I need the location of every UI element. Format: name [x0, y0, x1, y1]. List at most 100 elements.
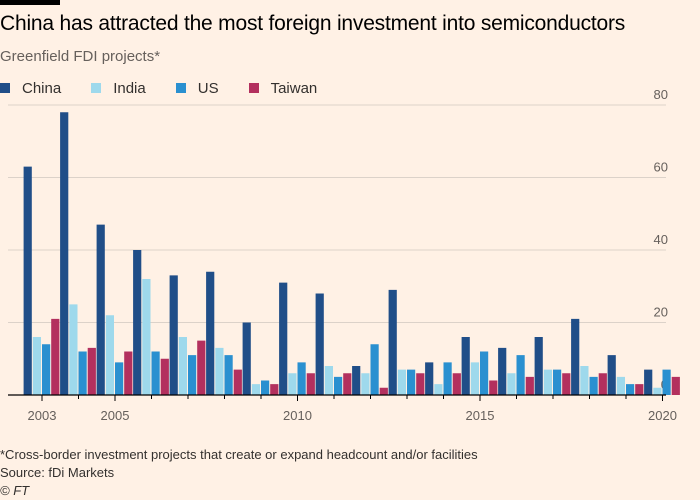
- bar-india-2017: [543, 369, 552, 395]
- bar-us-2014: [443, 362, 452, 395]
- bar-china-2017: [534, 337, 543, 395]
- bar-china-2004: [60, 112, 69, 395]
- bar-taiwan-2009: [270, 384, 279, 395]
- bar-india-2007: [178, 337, 187, 395]
- ft-top-bar: [0, 0, 60, 5]
- bar-us-2005: [115, 362, 124, 395]
- bar-china-2012: [352, 366, 361, 395]
- bar-taiwan-2011: [343, 373, 352, 395]
- footnote: *Cross-border investment projects that c…: [0, 447, 478, 462]
- bar-taiwan-2003: [51, 318, 60, 395]
- bar-taiwan-2018: [598, 373, 607, 395]
- bar-taiwan-2005: [124, 351, 133, 395]
- bar-china-2018: [571, 318, 580, 395]
- legend-item-india: India: [91, 80, 146, 97]
- legend-label-taiwan: Taiwan: [270, 79, 318, 97]
- bar-china-2015: [461, 337, 470, 395]
- bar-taiwan-2019: [635, 384, 644, 395]
- bar-taiwan-2014: [452, 373, 461, 395]
- legend-label-india: India: [113, 79, 146, 97]
- bar-taiwan-2010: [306, 373, 315, 395]
- bar-china-2008: [206, 271, 215, 395]
- x-tick-label-2003: 2003: [28, 408, 57, 423]
- bar-india-2003: [32, 337, 41, 395]
- bar-taiwan-2012: [379, 387, 388, 395]
- bar-taiwan-2013: [416, 373, 425, 395]
- legend-swatch-china: [0, 83, 10, 93]
- bar-us-2006: [151, 351, 160, 395]
- bar-us-2012: [370, 344, 379, 395]
- bar-india-2008: [215, 347, 224, 395]
- bar-us-2015: [480, 351, 489, 395]
- bar-india-2018: [580, 366, 589, 395]
- y-tick-label-20: 20: [654, 305, 668, 320]
- bar-india-2006: [142, 279, 151, 395]
- bar-china-2011: [315, 293, 324, 395]
- legend-swatch-us: [175, 83, 186, 93]
- bar-us-2013: [407, 369, 416, 395]
- bar-india-2011: [324, 366, 333, 395]
- bar-india-2013: [397, 369, 406, 395]
- x-tick-label-2010: 2010: [283, 408, 312, 423]
- ft-credit: © FT: [0, 483, 30, 498]
- y-tick-label-80: 80: [654, 87, 668, 102]
- bar-us-2010: [297, 362, 306, 395]
- bar-china-2009: [242, 322, 251, 395]
- x-tick-label-2015: 2015: [466, 408, 495, 423]
- bar-china-2020: [644, 369, 653, 395]
- bar-us-2004: [78, 351, 87, 395]
- bar-india-2015: [470, 362, 479, 395]
- bar-us-2003: [42, 344, 51, 395]
- bar-us-2020: [662, 369, 671, 395]
- source-note: Source: fDi Markets: [0, 465, 115, 480]
- bar-taiwan-2015: [489, 380, 498, 395]
- y-tick-label-60: 60: [654, 160, 668, 175]
- bar-us-2009: [261, 380, 270, 395]
- bar-china-2014: [425, 362, 434, 395]
- bar-india-2004: [69, 304, 78, 395]
- bar-china-2016: [498, 347, 507, 395]
- bar-india-2020: [653, 387, 662, 395]
- bar-china-2006: [133, 250, 142, 395]
- bar-india-2010: [288, 373, 297, 395]
- x-tick-label-2005: 2005: [101, 408, 130, 423]
- bar-taiwan-2006: [160, 358, 169, 395]
- bar-china-2019: [607, 355, 616, 395]
- bar-taiwan-2017: [562, 373, 571, 395]
- bar-us-2018: [589, 376, 598, 395]
- legend-item-us: US: [175, 79, 219, 97]
- bar-taiwan-2016: [525, 376, 534, 395]
- bar-china-2007: [169, 275, 178, 395]
- bar-china-2005: [96, 224, 105, 395]
- legend-swatch-india: [91, 83, 102, 93]
- bar-us-2019: [626, 384, 635, 395]
- bar-india-2005: [105, 315, 114, 395]
- legend: China India US Taiwan: [0, 78, 347, 98]
- legend-label-us: US: [197, 79, 219, 97]
- bar-us-2007: [188, 355, 197, 395]
- bar-taiwan-2004: [87, 347, 96, 395]
- bar-taiwan-2020: [671, 376, 680, 395]
- bar-india-2014: [434, 384, 443, 395]
- bar-taiwan-2007: [197, 340, 206, 395]
- bar-china-2003: [23, 166, 32, 395]
- x-tick-label-2020: 2020: [648, 408, 677, 423]
- chart-subtitle: Greenfield FDI projects*: [0, 48, 161, 65]
- y-tick-label-40: 40: [654, 232, 668, 247]
- chart-title: China has attracted the most foreign inv…: [0, 12, 626, 35]
- legend-item-taiwan: Taiwan: [248, 79, 318, 97]
- bar-india-2016: [507, 373, 516, 395]
- bar-us-2008: [224, 355, 233, 395]
- bar-china-2010: [279, 282, 288, 395]
- legend-item-china: China: [0, 80, 61, 97]
- bar-us-2017: [553, 369, 562, 395]
- legend-label-china: China: [22, 79, 62, 97]
- legend-swatch-taiwan: [248, 83, 259, 93]
- bar-taiwan-2008: [233, 369, 242, 395]
- bar-us-2016: [516, 355, 525, 395]
- bar-india-2009: [251, 384, 260, 395]
- bar-india-2019: [616, 376, 625, 395]
- bar-india-2012: [361, 373, 370, 395]
- bar-china-2013: [388, 289, 397, 395]
